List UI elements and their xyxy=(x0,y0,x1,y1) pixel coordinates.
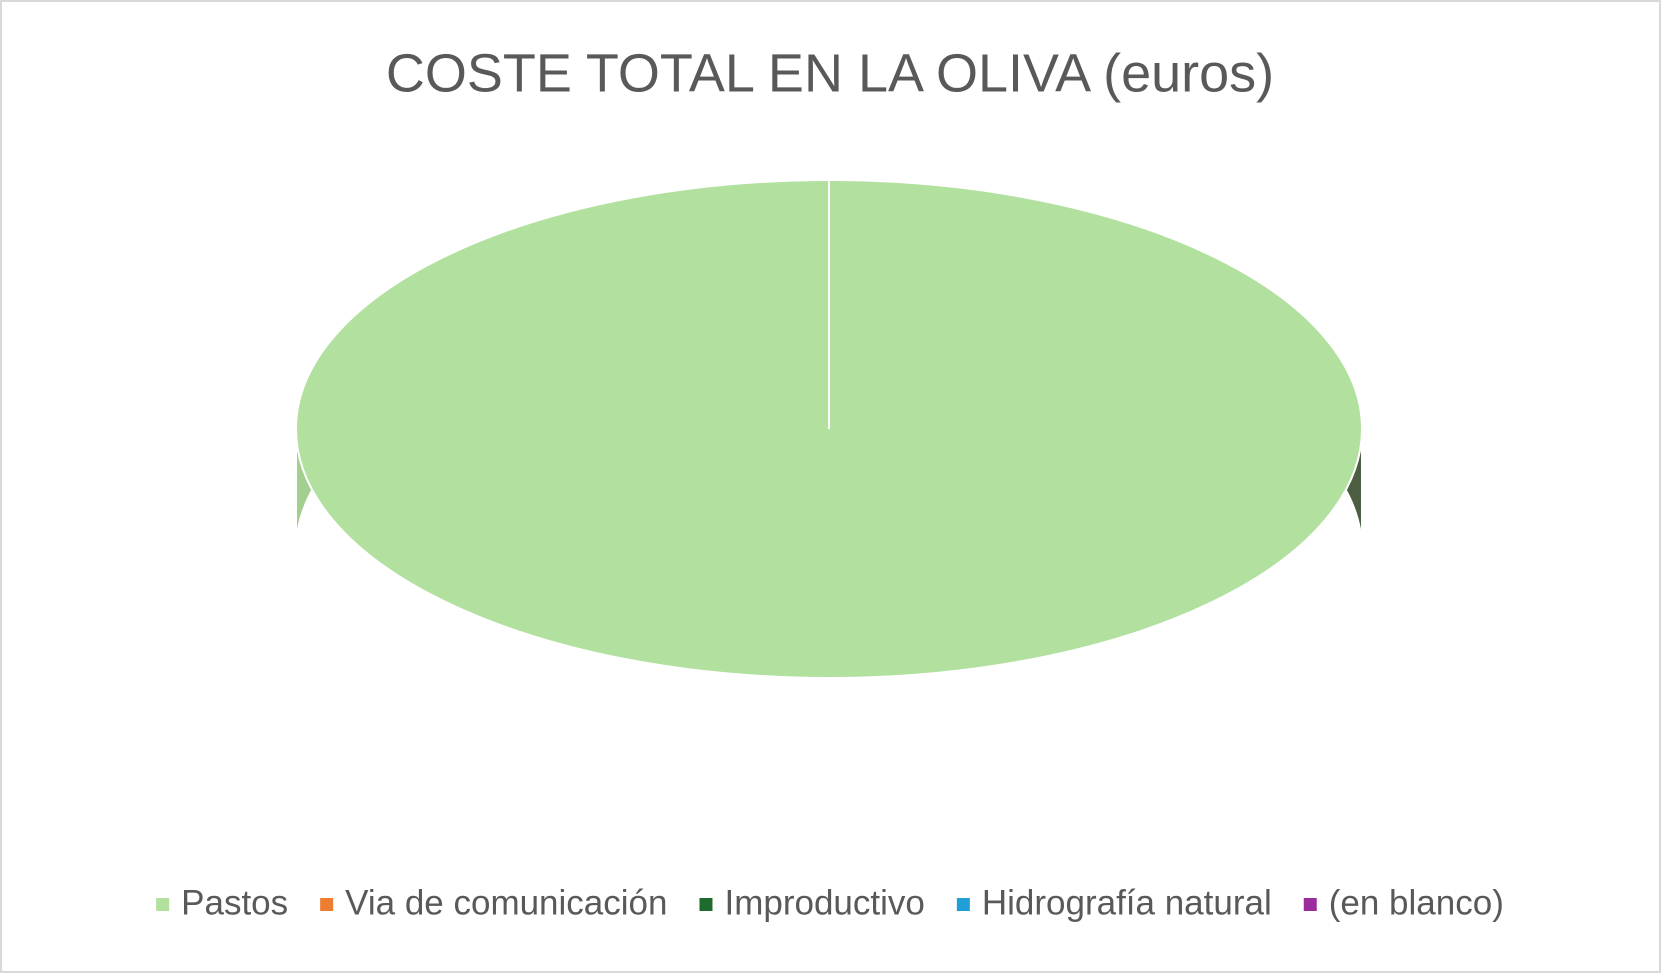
legend: Pastos Via de comunicación Improductivo Hid… xyxy=(156,883,1504,922)
legend-label: Hidrografía natural xyxy=(982,883,1272,922)
legend-label: Pastos xyxy=(181,883,288,922)
legend-swatch xyxy=(699,898,713,911)
legend-swatch xyxy=(956,898,970,911)
chart-title: COSTE TOTAL EN LA OLIVA (euros) xyxy=(386,43,1274,103)
legend-label: Improductivo xyxy=(724,883,924,922)
legend-label: Via de comunicación xyxy=(345,883,667,922)
legend-swatch xyxy=(320,898,334,911)
legend-swatch xyxy=(1303,898,1317,911)
legend-label: (en blanco) xyxy=(1329,883,1504,922)
pie xyxy=(295,179,1363,679)
legend-swatch xyxy=(156,898,170,911)
